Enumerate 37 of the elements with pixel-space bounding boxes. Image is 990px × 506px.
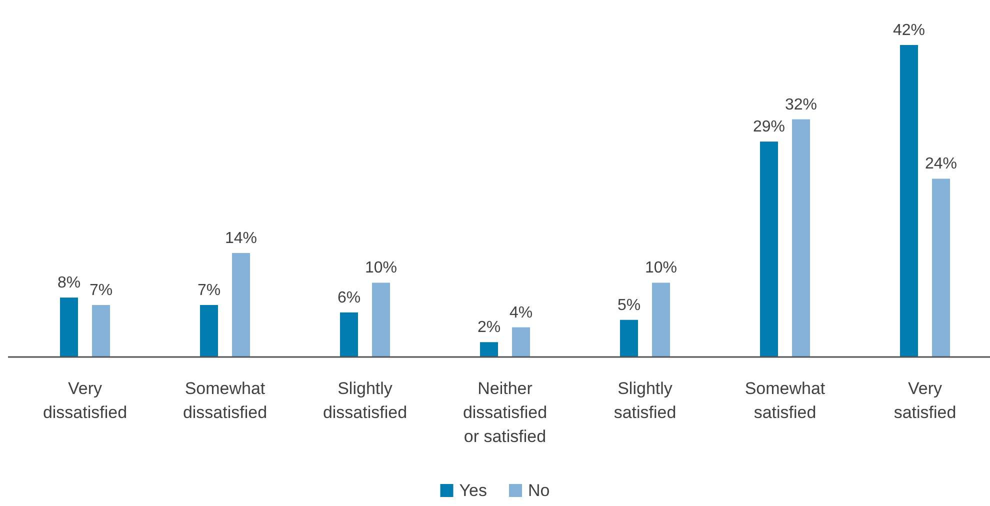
bar [792,119,810,357]
bar [620,320,638,357]
x-tick-label: Very satisfied [894,379,956,422]
data-label: 7% [89,282,113,299]
bar [900,45,918,357]
data-label: 6% [337,289,361,306]
bar [760,142,778,357]
x-tick-label: Neither dissatisfied or satisfied [462,379,548,446]
bar [512,327,530,357]
x-tick-label: Somewhat dissatisfied [182,379,268,422]
bar [60,298,78,357]
bar [232,253,250,357]
legend-label: No [528,481,550,500]
x-tick-label: Slightly dissatisfied [322,379,408,422]
data-label: 32% [784,96,818,114]
x-tick-label: Somewhat satisfied [744,379,826,422]
x-tick-label: Very dissatisfied [42,379,128,422]
data-label: 42% [892,22,926,39]
data-label: 2% [477,319,501,336]
bar [480,342,498,357]
data-label: 7% [197,282,221,299]
data-label: 10% [644,260,678,277]
x-tick-label: Slightly satisfied [614,379,676,422]
bar [200,305,218,357]
data-label: 24% [924,156,958,173]
legend-label: Yes [459,481,487,500]
data-label: 5% [617,296,641,314]
bar [652,282,670,357]
bar [340,312,358,357]
data-label: 4% [509,304,533,322]
data-label: 14% [224,230,258,247]
bar [92,305,110,357]
data-label: 10% [364,260,398,277]
bar [932,178,950,357]
data-label: 8% [57,274,81,292]
data-label: 29% [752,118,786,136]
bar [372,282,390,357]
